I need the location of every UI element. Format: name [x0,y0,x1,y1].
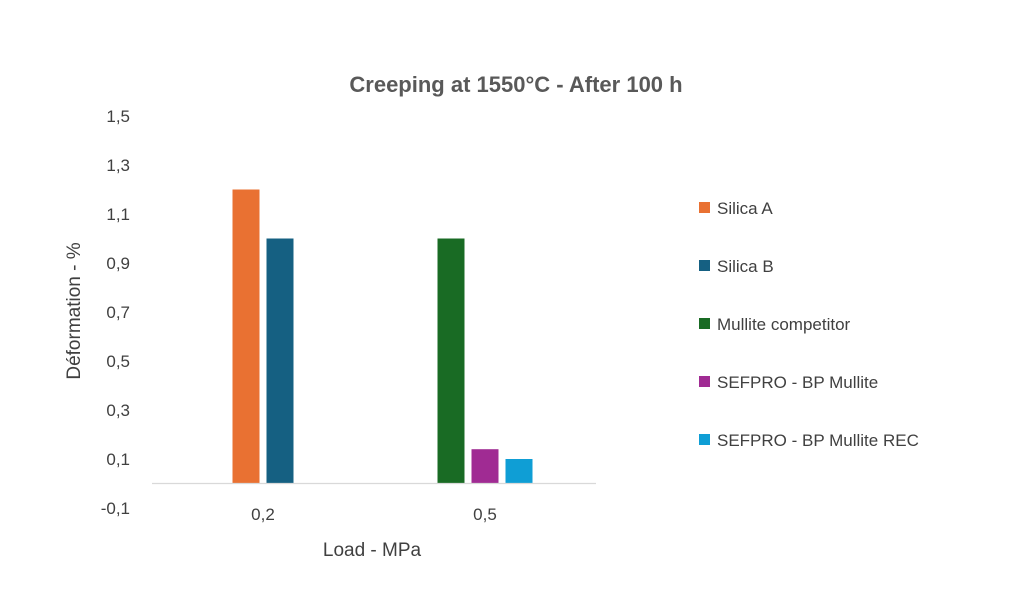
legend-swatch [699,434,710,445]
y-tick-label: 1,1 [106,205,130,224]
bar-sefpro-bp-mullite [471,449,499,484]
legend-label: Silica A [717,199,773,218]
x-axis-label: Load - MPa [323,540,422,561]
y-tick-label: 1,3 [106,156,130,175]
bar-mullite-competitor [437,238,465,484]
bars [232,189,533,484]
y-tick-label: 0,7 [106,303,130,322]
x-tick-label: 0,2 [251,505,275,524]
y-tick-label: 0,1 [106,450,130,469]
bar-sefpro-bp-mullite-rec [505,459,533,484]
legend-label: SEFPRO - BP Mullite [717,373,878,392]
legend-swatch [699,260,710,271]
y-tick-label: 0,3 [106,401,130,420]
chart-title: Creeping at 1550°C - After 100 h [349,72,682,97]
legend: Silica A Silica B Mullite competitor SEFPRO… [699,199,919,450]
x-axis-ticks: 0,2 0,5 [251,505,497,524]
y-tick-label: 1,5 [106,107,130,126]
y-tick-label: -0,1 [101,499,130,518]
legend-swatch [699,202,710,213]
bar-silica-a [232,189,260,484]
y-axis-label: Déformation - % [64,242,85,379]
legend-label: Mullite competitor [717,315,851,334]
legend-label: Silica B [717,257,774,276]
y-tick-label: 0,5 [106,352,130,371]
y-axis-ticks: 1,5 1,3 1,1 0,9 0,7 0,5 0,3 0,1 -0,1 [101,107,130,518]
bar-silica-b [266,238,294,484]
x-tick-label: 0,5 [473,505,497,524]
legend-swatch [699,376,710,387]
y-tick-label: 0,9 [106,254,130,273]
legend-swatch [699,318,710,329]
legend-label: SEFPRO - BP Mullite REC [717,431,919,450]
